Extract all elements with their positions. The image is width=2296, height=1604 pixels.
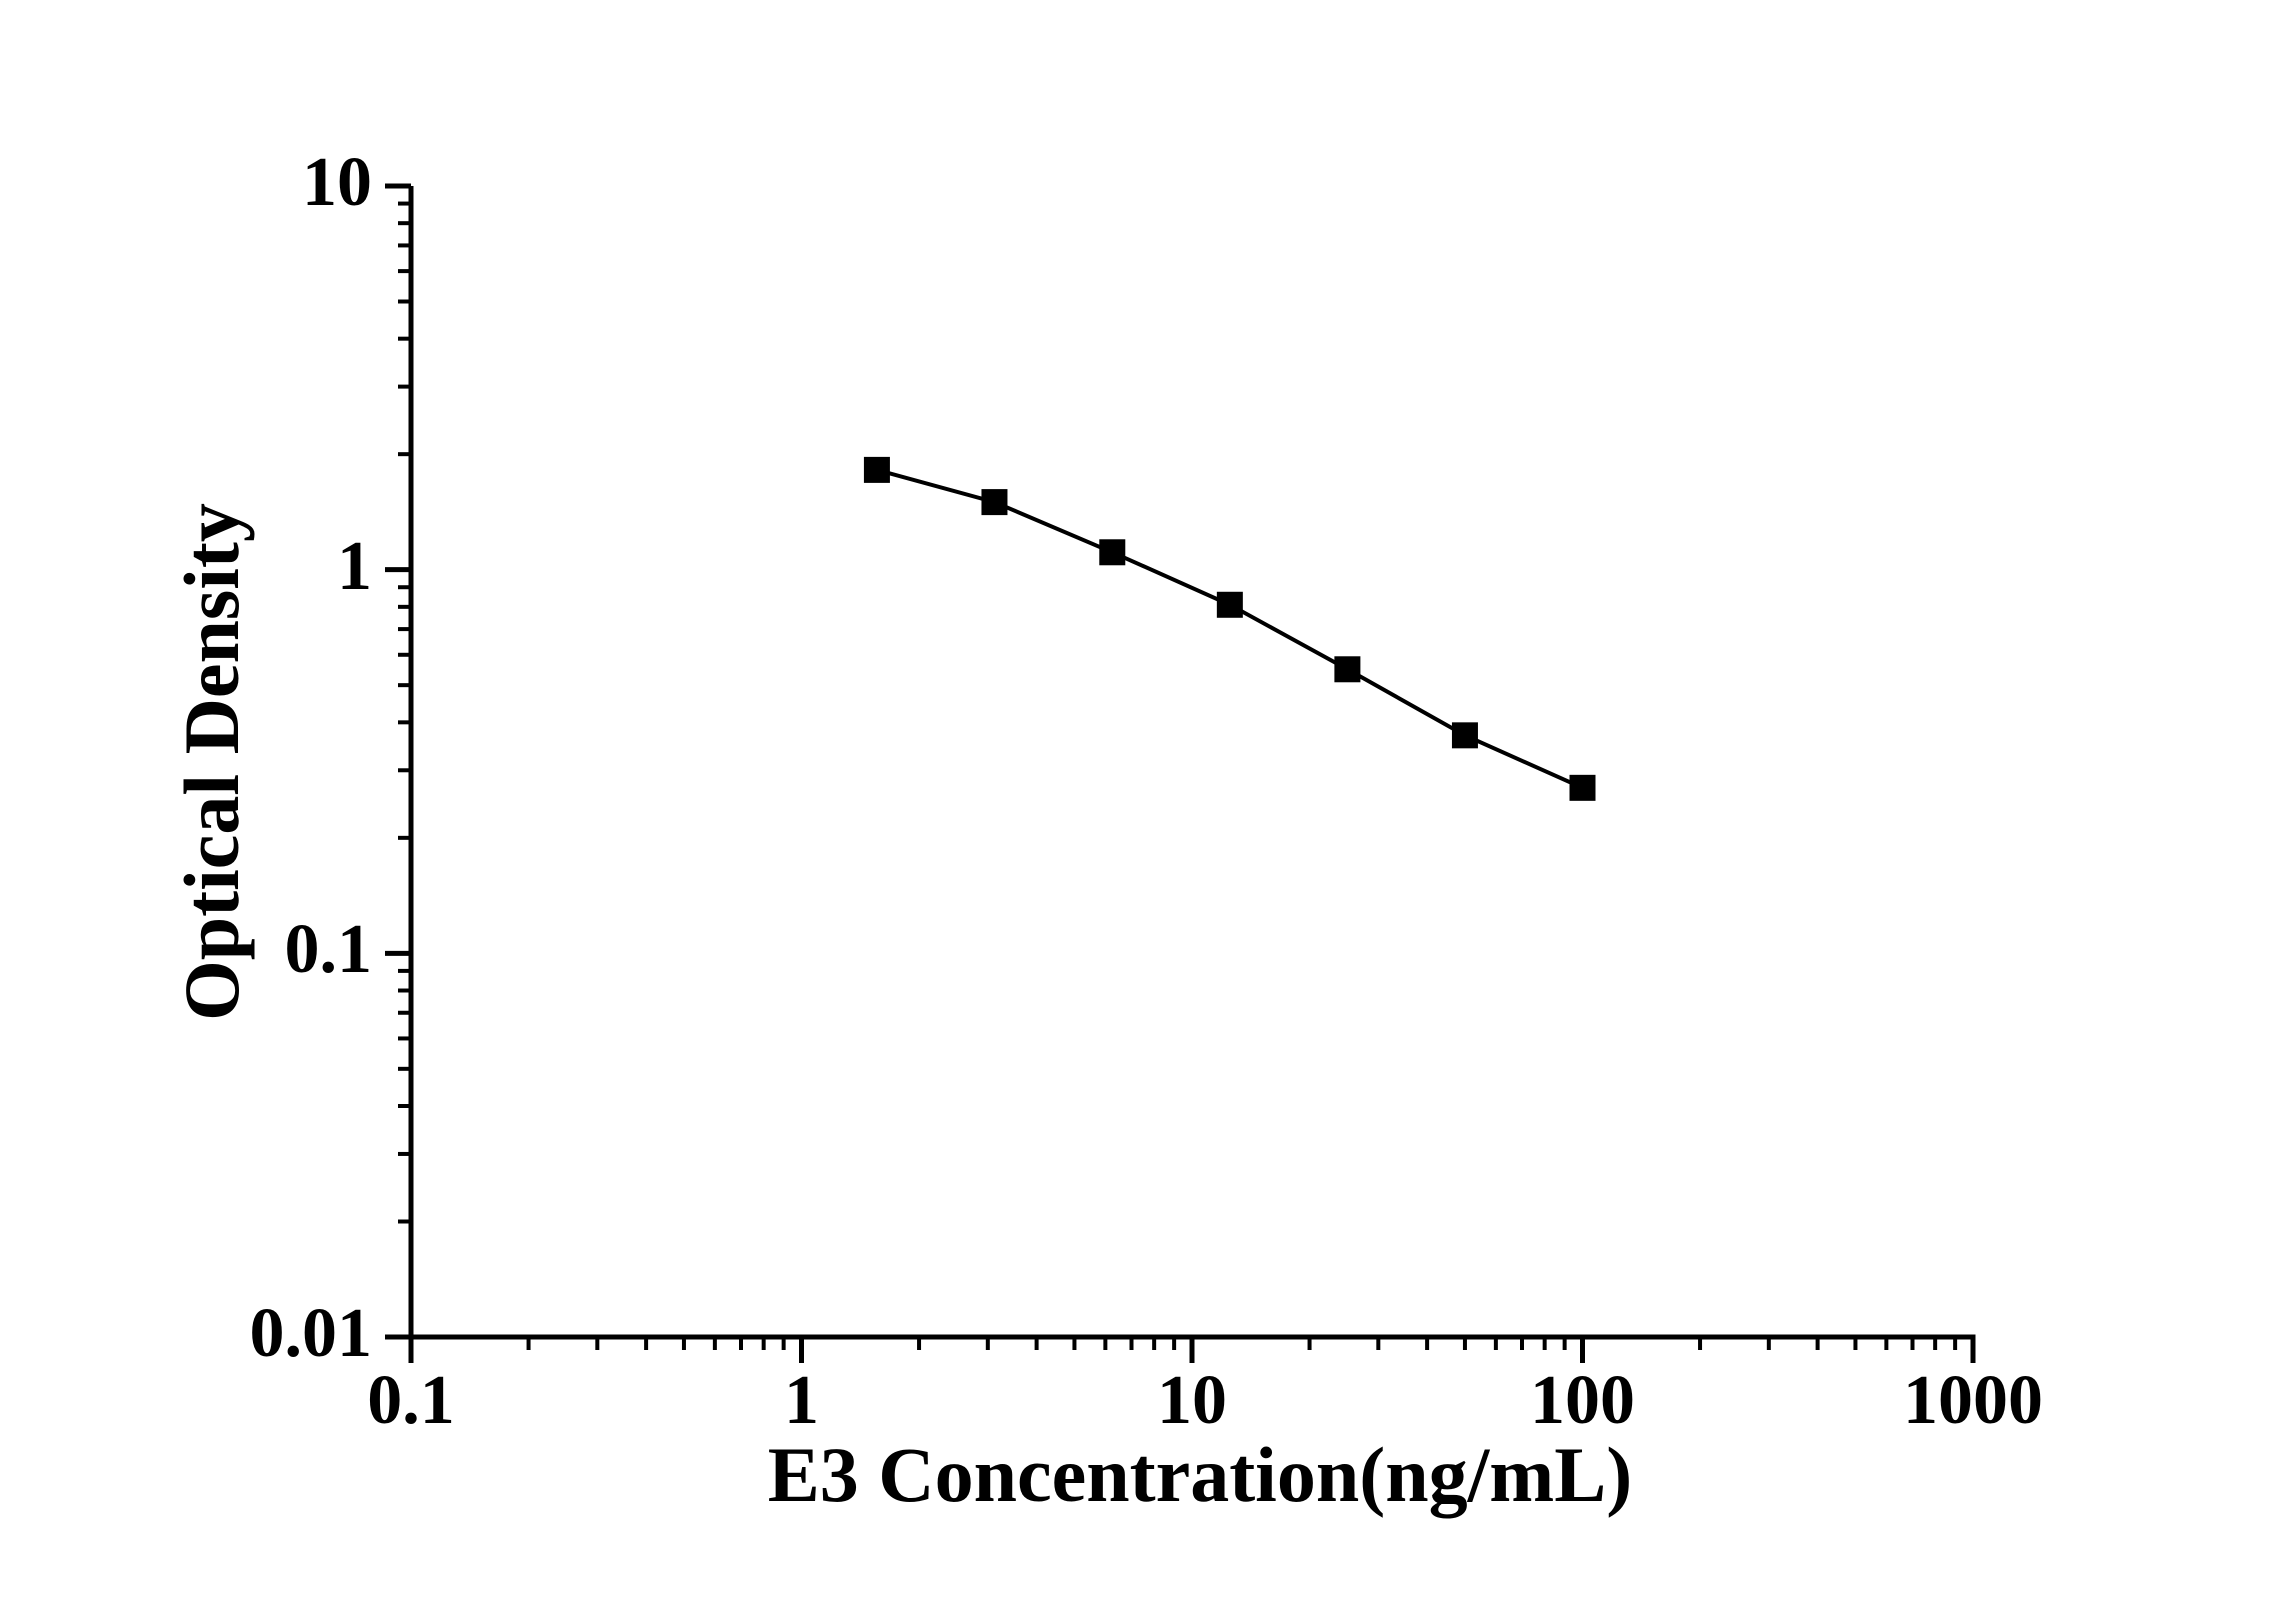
data-point-marker: [1569, 774, 1596, 801]
axes: [408, 186, 1976, 1340]
y-tick-label-0p01: 0.01: [249, 1295, 373, 1373]
x-tick-label-100: 100: [1530, 1362, 1635, 1439]
data-point-marker: [863, 456, 890, 483]
x-axis-title: E3 Concentration(ng/mL): [767, 1431, 1633, 1518]
major-ticks: [385, 183, 1976, 1363]
data-point-marker: [1451, 722, 1478, 749]
y-tick-label-0p1: 0.1: [284, 911, 373, 989]
data-point-marker: [1099, 539, 1126, 566]
x-tick-label-10: 10: [1157, 1362, 1227, 1439]
x-tick-label-1: 1: [784, 1362, 819, 1439]
series-markers: [863, 456, 1596, 801]
data-point-marker: [1334, 656, 1361, 683]
y-tick-label-10: 10: [302, 144, 372, 222]
data-point-marker: [981, 489, 1008, 516]
x-tick-label-0p1: 0.1: [367, 1362, 455, 1439]
x-tick-label-1000: 1000: [1903, 1362, 2043, 1439]
minor-ticks: [398, 201, 1958, 1350]
data-point-marker: [1216, 591, 1243, 618]
y-axis-title: Optical Density: [168, 503, 255, 1021]
y-tick-label-1: 1: [337, 527, 372, 605]
